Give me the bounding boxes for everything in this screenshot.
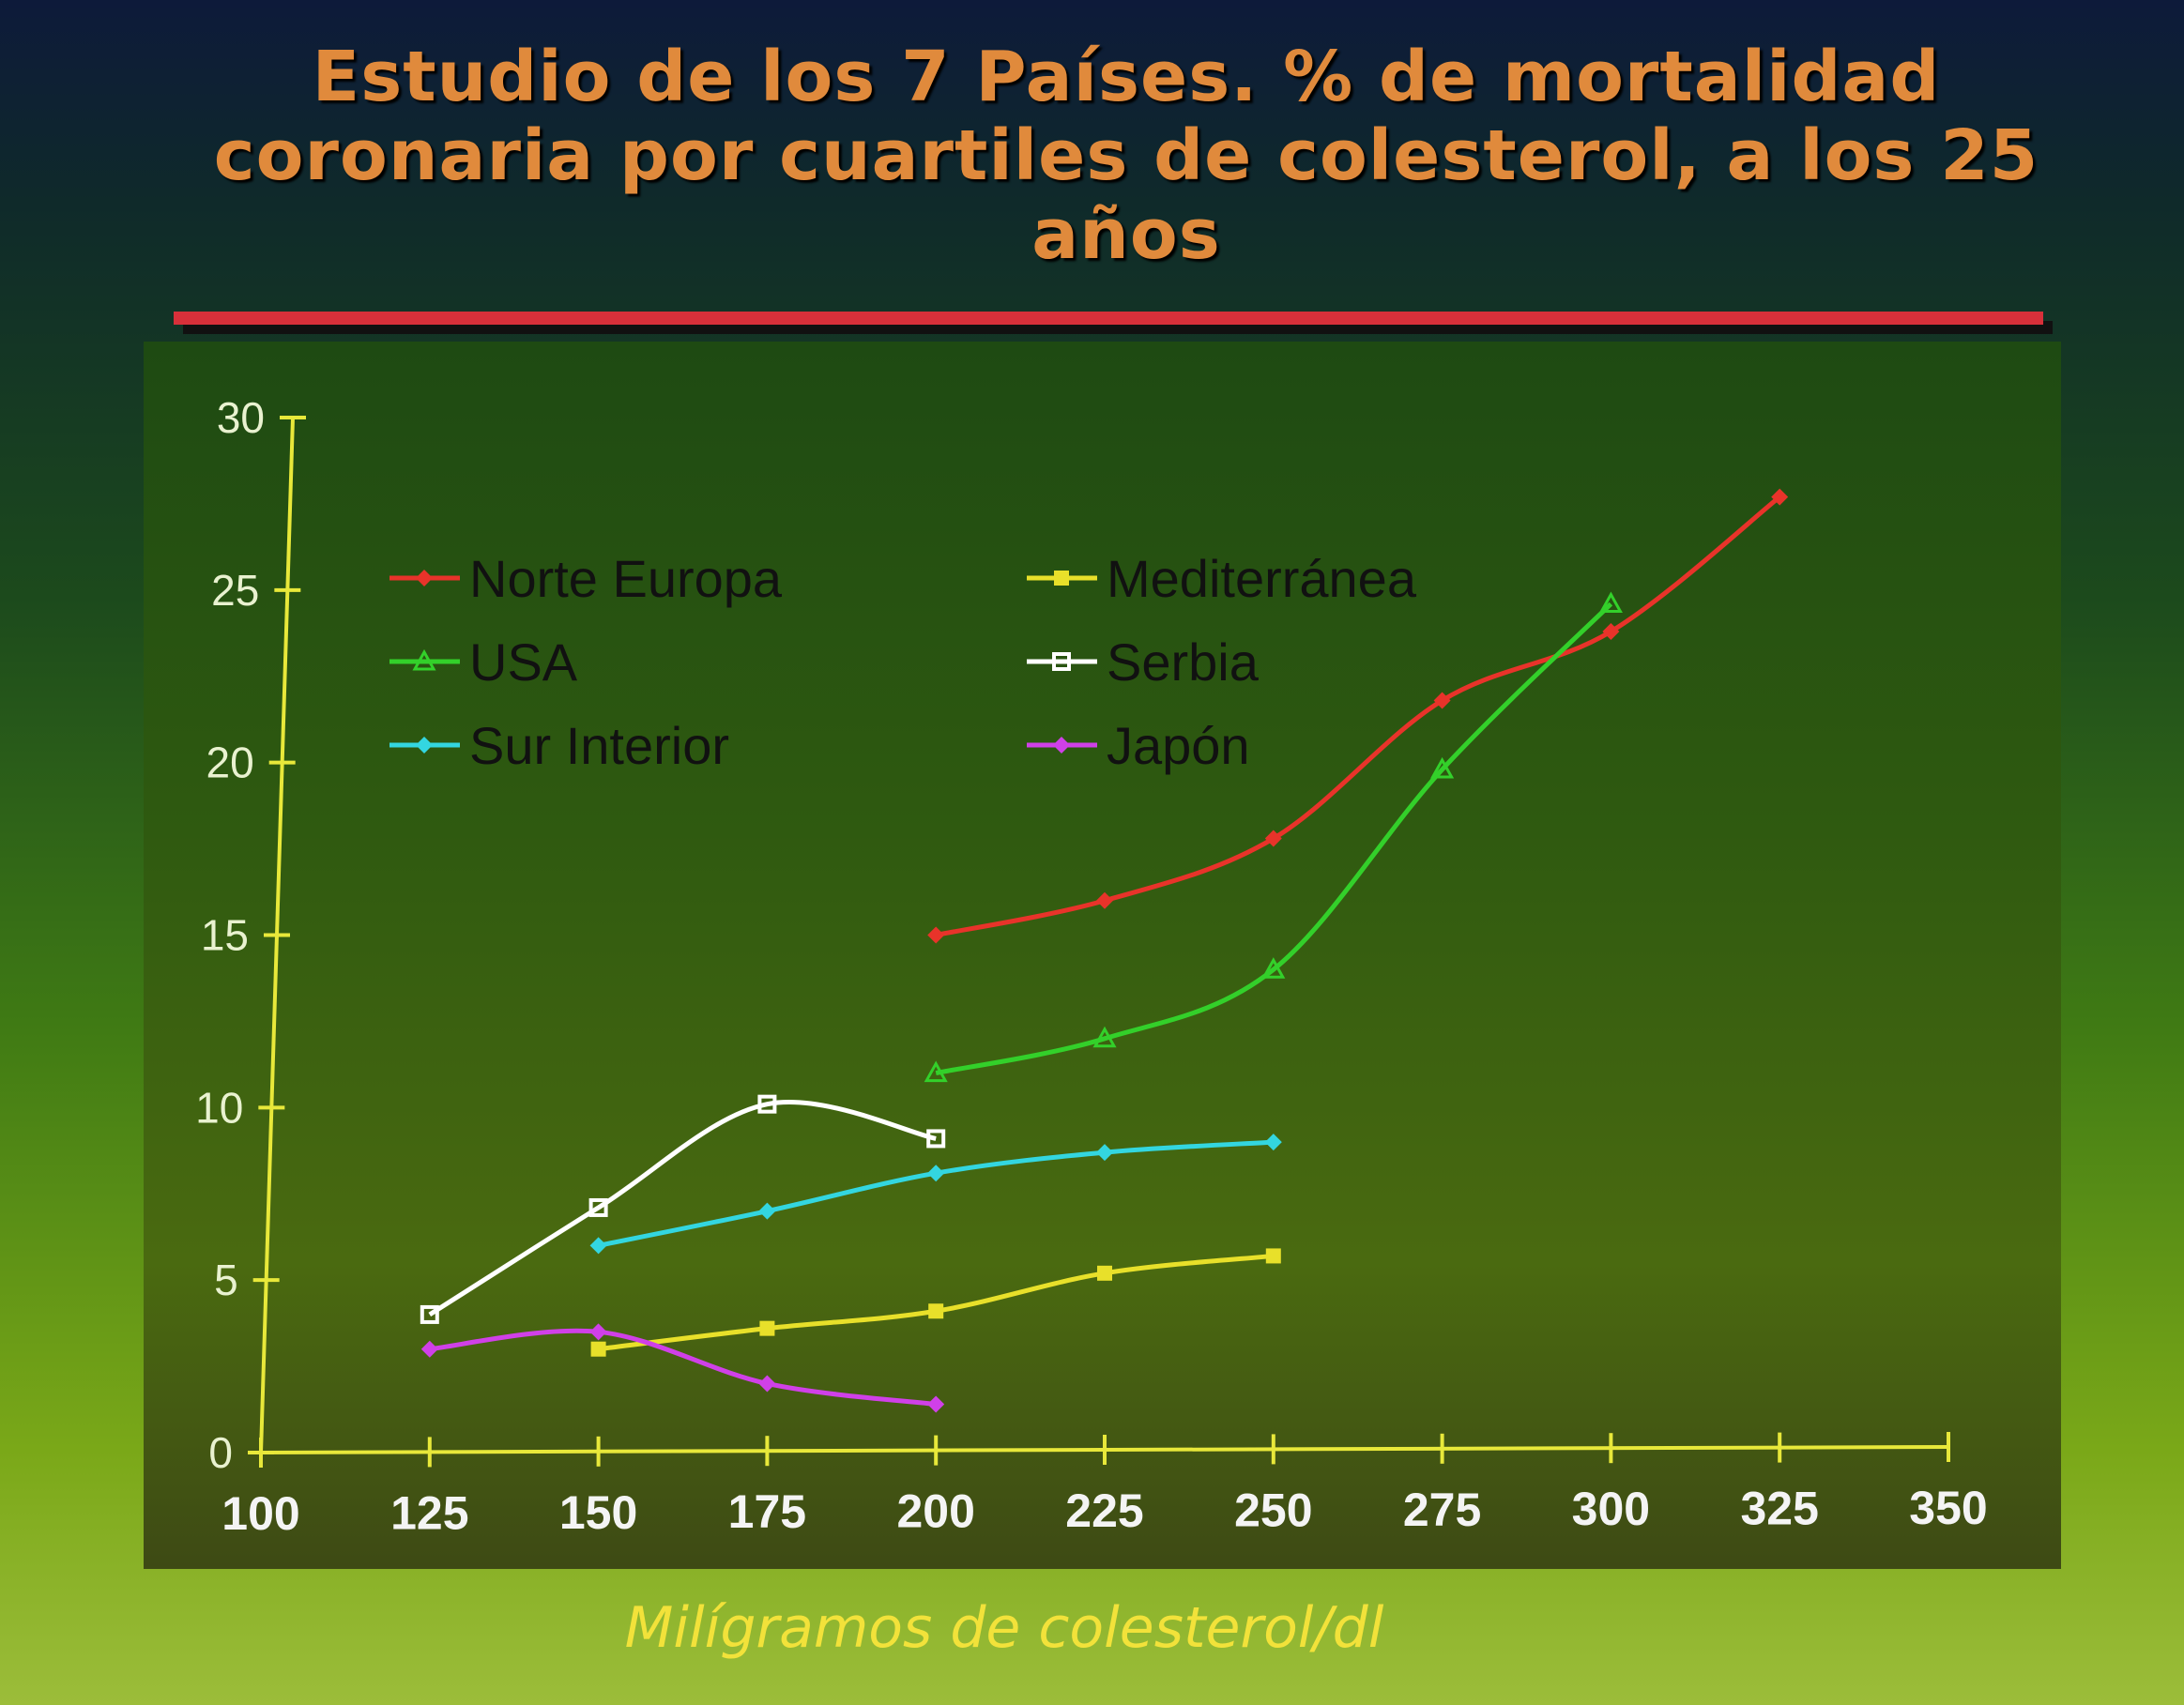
data-point-norte-europa [1602,622,1620,640]
title-divider [174,312,2043,325]
legend-marker-sur-interior [416,737,433,754]
data-point-norte-europa [1433,692,1451,709]
x-tick-label: 350 [1909,1482,1987,1534]
series-line-norte-europa [935,495,1781,937]
plot-area [144,342,2061,1569]
x-tick-label: 100 [221,1487,299,1540]
legend-label-japon: Japón [1107,716,1250,775]
legend-marker-serbia [1052,652,1071,671]
data-point-usa [1261,957,1286,979]
series-line-serbia [428,1100,937,1317]
legend-label-serbia: Serbia [1107,632,1260,692]
x-tick-label: 225 [1065,1484,1143,1537]
y-tick-label: 15 [201,911,249,960]
legend-marker-norte-europa [416,570,433,586]
data-point-japon [420,1340,438,1358]
x-tick-label: 300 [1572,1483,1650,1535]
data-point-mediterranea [1265,1248,1281,1264]
data-point-usa [1430,756,1455,779]
y-tick-label: 0 [208,1428,233,1477]
data-point-norte-europa [927,926,945,944]
legend-label-usa: USA [469,632,578,692]
data-point-serbia [588,1197,608,1217]
legend-marker-usa [412,648,436,671]
data-point-mediterranea [590,1341,606,1357]
data-point-mediterranea [759,1320,775,1336]
data-point-sur-interior [1264,1134,1282,1151]
series-line-sur-interior [598,1139,1274,1248]
data-point-serbia [420,1304,439,1324]
data-point-usa [1092,1026,1117,1048]
series-line-mediterranea [598,1253,1275,1352]
data-point-mediterranea [928,1303,944,1319]
x-tick-label: 175 [728,1485,806,1538]
y-tick-label: 10 [195,1083,243,1132]
y-tick-label: 30 [217,393,265,442]
data-point-usa [1598,591,1623,614]
x-tick-label: 275 [1403,1484,1481,1536]
title-line-1: Estudio de los 7 Países. % de mortalidad [312,37,1941,117]
data-point-sur-interior [589,1237,607,1255]
data-point-serbia [757,1094,777,1114]
data-point-sur-interior [758,1202,776,1220]
series-line-japon [429,1328,937,1408]
data-point-usa [924,1060,948,1083]
data-point-norte-europa [1771,488,1789,506]
y-tick-label: 25 [211,566,259,615]
x-tick-label: 125 [390,1486,468,1539]
data-point-serbia [926,1129,946,1149]
x-tick-label: 200 [896,1485,974,1538]
data-point-japon [927,1395,945,1413]
title-line-2: coronaria por cuartiles de colesterol, a… [213,115,2039,196]
data-point-japon [758,1375,776,1393]
title-line-3: años [1031,194,1221,275]
legend-label-mediterranea: Mediterránea [1107,549,1417,608]
x-tick-label: 250 [1234,1484,1312,1536]
x-tick-label: 150 [559,1486,637,1539]
series-line-usa [935,601,1613,1076]
data-point-norte-europa [1264,830,1282,847]
legend-marker-japon [1053,737,1070,754]
data-point-sur-interior [1096,1144,1113,1162]
data-point-sur-interior [927,1165,945,1182]
data-point-japon [589,1323,607,1341]
x-axis-label: Milígramos de colesterol/dl [624,1595,1384,1661]
legend-label-norte-europa: Norte Europa [469,549,783,608]
data-point-norte-europa [1096,891,1113,909]
legend-marker-mediterranea [1054,571,1069,586]
y-tick-label: 20 [206,738,253,787]
legend-label-sur-interior: Sur Interior [469,716,729,775]
y-tick-label: 5 [214,1256,238,1304]
x-tick-label: 325 [1740,1483,1818,1535]
chart-title: Estudio de los 7 Países. % de mortalidad… [169,38,2084,274]
data-point-mediterranea [1097,1265,1112,1281]
